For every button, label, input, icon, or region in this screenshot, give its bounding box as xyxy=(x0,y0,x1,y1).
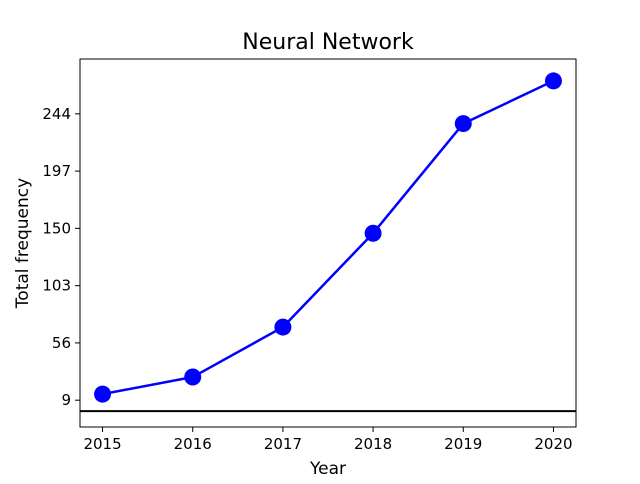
x-tick-label: 2020 xyxy=(534,435,572,453)
data-point xyxy=(364,224,382,242)
chart-title: Neural Network xyxy=(242,30,414,55)
y-axis-label: Total frequency xyxy=(13,178,33,309)
data-point xyxy=(454,115,472,133)
y-tick-label: 197 xyxy=(42,162,71,180)
plot-frame xyxy=(79,58,577,428)
series-line xyxy=(102,79,554,396)
y-tick-label: 244 xyxy=(42,105,71,123)
y-tick-label: 56 xyxy=(52,334,71,352)
plot-area: 2015 2016 2017 2018 2019 2020 9 56 103 150 197 244 xyxy=(42,58,577,453)
x-tick-label: 2018 xyxy=(354,435,392,453)
y-tick-label: 150 xyxy=(42,219,71,237)
y-tick-label: 9 xyxy=(61,391,71,409)
x-tick-label: 2015 xyxy=(83,435,121,453)
x-tick-label: 2019 xyxy=(444,435,482,453)
x-tick-label: 2017 xyxy=(264,435,302,453)
data-point xyxy=(94,385,112,403)
x-axis-label: Year xyxy=(309,459,346,479)
y-tick-label: 103 xyxy=(42,277,71,295)
x-tick-label: 2016 xyxy=(174,435,212,453)
data-point xyxy=(544,72,562,90)
data-point xyxy=(274,318,292,336)
data-point xyxy=(184,368,202,386)
